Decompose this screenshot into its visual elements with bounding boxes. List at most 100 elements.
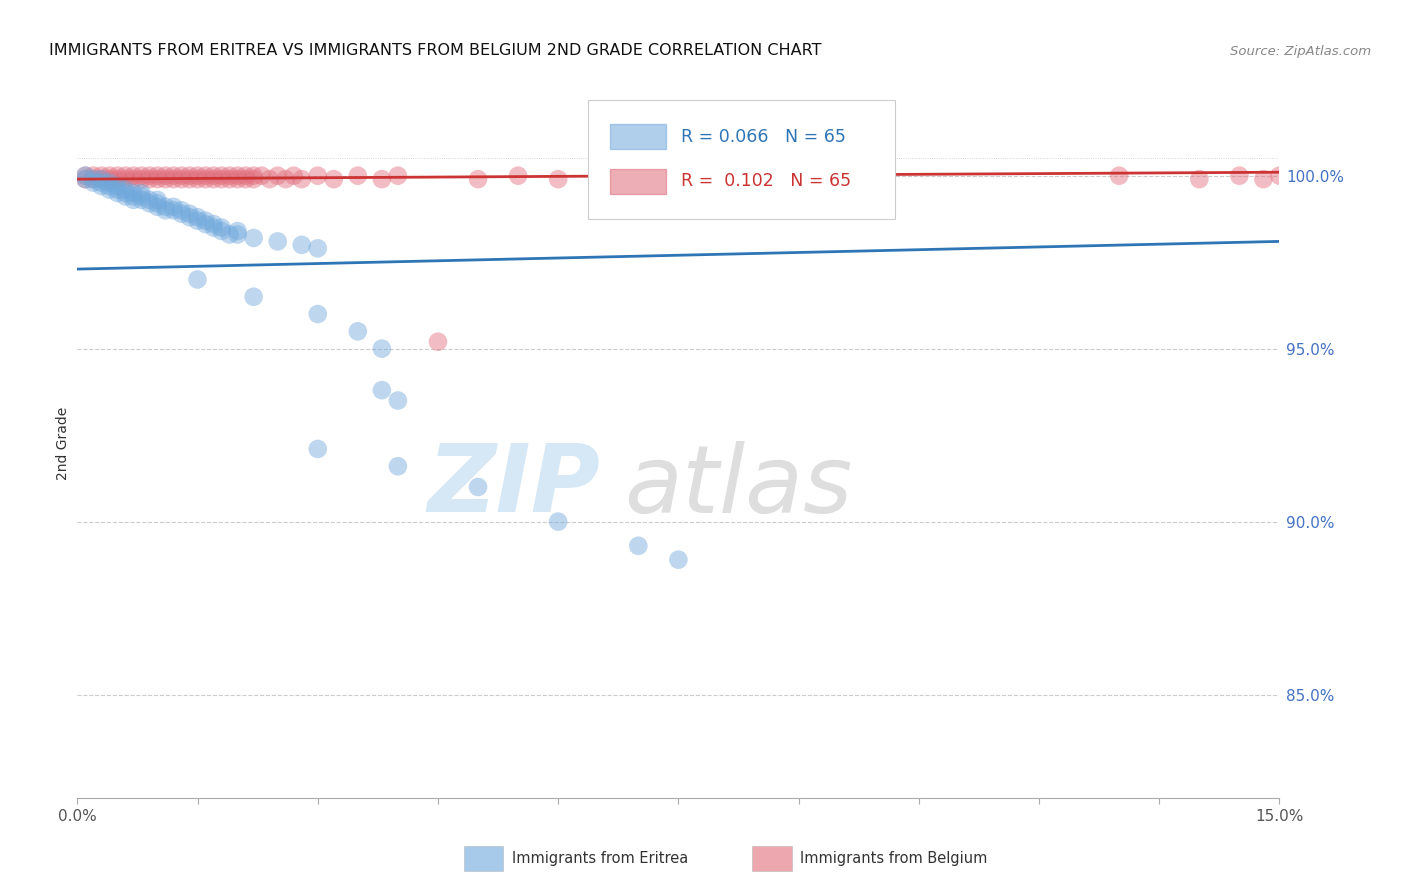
Point [508, 169, 530, 183]
Point [131, 193, 153, 207]
Point [242, 290, 264, 304]
Point [122, 189, 145, 203]
Point [211, 169, 233, 183]
Point [187, 172, 209, 186]
Point [627, 539, 650, 553]
Point [138, 193, 160, 207]
FancyBboxPatch shape [610, 169, 666, 194]
Point [146, 200, 169, 214]
Point [98, 172, 121, 186]
Point [235, 169, 257, 183]
Point [202, 169, 225, 183]
Point [82, 169, 104, 183]
Point [98, 182, 121, 196]
Point [187, 210, 209, 224]
Point [98, 179, 121, 194]
Point [242, 172, 264, 186]
Point [291, 238, 314, 252]
Text: IMMIGRANTS FROM ERITREA VS IMMIGRANTS FROM BELGIUM 2ND GRADE CORRELATION CHART: IMMIGRANTS FROM ERITREA VS IMMIGRANTS FR… [49, 43, 821, 58]
Point [274, 172, 297, 186]
Point [114, 182, 136, 196]
Point [179, 207, 201, 221]
Point [467, 480, 489, 494]
Point [547, 515, 569, 529]
Point [547, 172, 569, 186]
Text: ZIP: ZIP [427, 441, 600, 533]
Point [162, 203, 184, 218]
Point [307, 442, 329, 456]
Point [75, 169, 97, 183]
Point [107, 172, 129, 186]
Point [387, 459, 409, 474]
Point [155, 172, 177, 186]
Point [226, 224, 249, 238]
Point [107, 182, 129, 196]
Point [146, 193, 169, 207]
Point [1229, 169, 1251, 183]
Point [131, 189, 153, 203]
Point [75, 169, 97, 183]
Point [82, 176, 104, 190]
Point [347, 169, 370, 183]
Text: R = 0.066   N = 65: R = 0.066 N = 65 [681, 128, 845, 145]
Point [75, 172, 97, 186]
Point [170, 207, 193, 221]
Point [1188, 172, 1211, 186]
Point [90, 172, 112, 186]
Point [90, 176, 112, 190]
Point [250, 169, 273, 183]
Point [114, 169, 136, 183]
Point [170, 169, 193, 183]
Point [162, 200, 184, 214]
Point [211, 220, 233, 235]
Point [387, 393, 409, 408]
Point [1253, 172, 1275, 186]
Point [122, 193, 145, 207]
Point [322, 172, 344, 186]
Point [387, 169, 409, 183]
FancyBboxPatch shape [610, 124, 666, 150]
Point [226, 227, 249, 242]
Point [218, 227, 240, 242]
Point [170, 172, 193, 186]
Point [211, 172, 233, 186]
Point [162, 172, 184, 186]
Point [131, 186, 153, 200]
Point [307, 241, 329, 255]
Point [242, 169, 264, 183]
Point [202, 172, 225, 186]
Point [179, 169, 201, 183]
Point [122, 172, 145, 186]
Point [235, 172, 257, 186]
Point [194, 169, 217, 183]
Point [226, 172, 249, 186]
Text: R =  0.102   N = 65: R = 0.102 N = 65 [681, 172, 851, 190]
Point [283, 169, 305, 183]
Point [138, 169, 160, 183]
Point [307, 307, 329, 321]
Point [668, 552, 690, 566]
Point [226, 169, 249, 183]
Point [218, 169, 240, 183]
Point [90, 179, 112, 194]
Point [347, 324, 370, 338]
Point [187, 169, 209, 183]
Point [98, 176, 121, 190]
Point [122, 169, 145, 183]
Point [291, 172, 314, 186]
Point [146, 169, 169, 183]
Point [146, 172, 169, 186]
Point [259, 172, 281, 186]
Point [82, 172, 104, 186]
Y-axis label: 2nd Grade: 2nd Grade [56, 407, 70, 481]
Point [82, 172, 104, 186]
Point [114, 189, 136, 203]
Point [114, 172, 136, 186]
Point [194, 172, 217, 186]
Point [90, 172, 112, 186]
Point [267, 235, 290, 249]
Point [194, 213, 217, 227]
Point [187, 213, 209, 227]
Point [202, 220, 225, 235]
Point [122, 186, 145, 200]
